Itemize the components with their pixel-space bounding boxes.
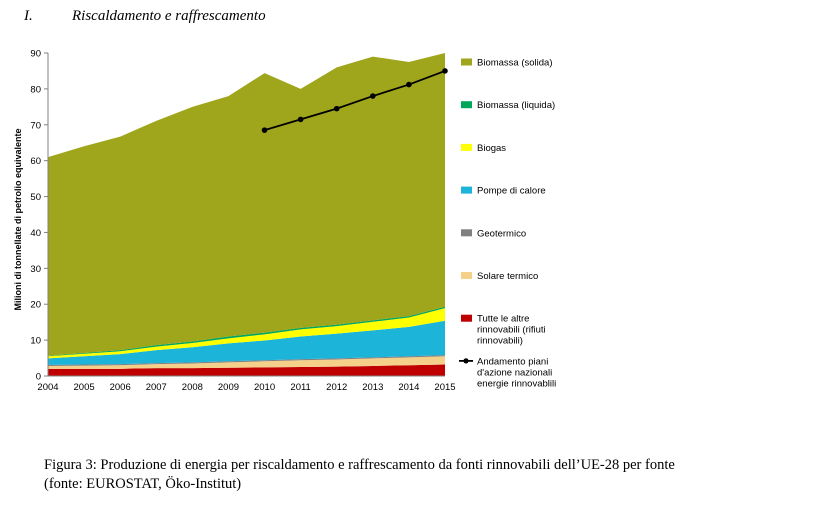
area-biomassa-solida xyxy=(48,53,445,356)
x-tick-label: 2010 xyxy=(254,382,275,393)
y-tick-label: 20 xyxy=(30,300,41,311)
y-tick-label: 90 xyxy=(30,49,41,60)
caption-line-1: Figura 3: Produzione di energia per risc… xyxy=(44,457,675,473)
legend-label-andamento-piani-d-azione-nazionali-energie-rinnovablili: Andamento piani d'azione nazionali energie… xyxy=(477,356,556,389)
legend-label-biomassa-solida: Biomassa (solida) xyxy=(477,58,553,69)
target-line-marker xyxy=(370,93,376,99)
y-tick-label: 40 xyxy=(30,228,41,239)
y-tick-label: 0 xyxy=(36,372,41,383)
y-tick-label: 60 xyxy=(30,156,41,167)
caption-line-2: (fonte: EUROSTAT, Öko-Institut) xyxy=(44,476,242,492)
stacked-area-chart: 0 10 20 30 40 50 60 70 80 90 2004 2005 2006 2007 2008 2… xyxy=(13,49,556,394)
legend-swatch-biomassa-liquida xyxy=(461,101,472,109)
target-line xyxy=(264,70,446,132)
y-tick-label: 50 xyxy=(30,192,41,203)
legend-label-biogas: Biogas xyxy=(477,143,506,154)
target-line-marker xyxy=(406,81,412,88)
legend-label-geotermico: Geotermico xyxy=(477,228,526,239)
target-line-marker xyxy=(297,116,304,123)
y-axis-title: Milioni di tonnellate di petrolio equiva… xyxy=(13,128,23,310)
area-solare-termico xyxy=(48,356,445,369)
legend-swatch-geotermico xyxy=(461,229,472,237)
area-pompe-di-calore xyxy=(48,320,445,365)
legend-swatch-biomassa-solida xyxy=(461,58,472,66)
figure-caption: Figura 3: Produzione di energia per risc… xyxy=(44,456,830,494)
legend-label-biomassa-liquida: Biomassa (liquida) xyxy=(477,100,555,111)
target-line-marker xyxy=(442,68,448,74)
x-tick-label: 2005 xyxy=(74,382,95,393)
legend-swatch-pompe-di-calore xyxy=(461,186,472,194)
y-tick-label: 10 xyxy=(30,336,41,347)
x-tick-label: 2012 xyxy=(326,382,347,393)
legend-swatch-biogas xyxy=(461,143,472,151)
y-tick-label: 80 xyxy=(30,84,41,95)
target-line-marker xyxy=(261,127,268,133)
y-tick-label: 70 xyxy=(30,120,41,131)
target-line-marker xyxy=(333,105,340,112)
x-tick-label: 2008 xyxy=(182,382,203,393)
x-tick-label: 2011 xyxy=(290,382,310,393)
x-tick-label: 2006 xyxy=(110,382,131,393)
legend-line-marker xyxy=(463,358,469,364)
x-tick-label: 2015 xyxy=(434,382,455,393)
section-number: I. xyxy=(24,8,33,24)
section-title: Riscaldamento e raffrescamento xyxy=(72,8,266,24)
legend-label-solare-termico: Solare termico xyxy=(477,271,538,282)
x-tick-label: 2009 xyxy=(218,382,239,393)
x-tick-label: 2004 xyxy=(37,382,58,393)
x-tick-label: 2007 xyxy=(146,382,167,393)
area-geotermico xyxy=(48,355,445,366)
area-tutte-le-altre-rinnovabili-rifiuti-rinnovabili xyxy=(48,364,445,376)
x-tick-label: 2013 xyxy=(362,382,383,393)
x-tick-label: 2014 xyxy=(398,382,419,393)
legend-swatch-solare-termico xyxy=(461,272,472,279)
legend-swatch-tutte-le-altre-rinnovabili-rifiuti-rinnovabili xyxy=(461,314,472,322)
legend-label-tutte-le-altre-rinnovabili-rifiuti-rinnovabili: Tutte le altre rinnovabili (rifiuti rinnov… xyxy=(477,314,546,347)
y-tick-label: 30 xyxy=(30,264,41,275)
legend-label-pompe-di-calore: Pompe di calore xyxy=(477,186,546,197)
